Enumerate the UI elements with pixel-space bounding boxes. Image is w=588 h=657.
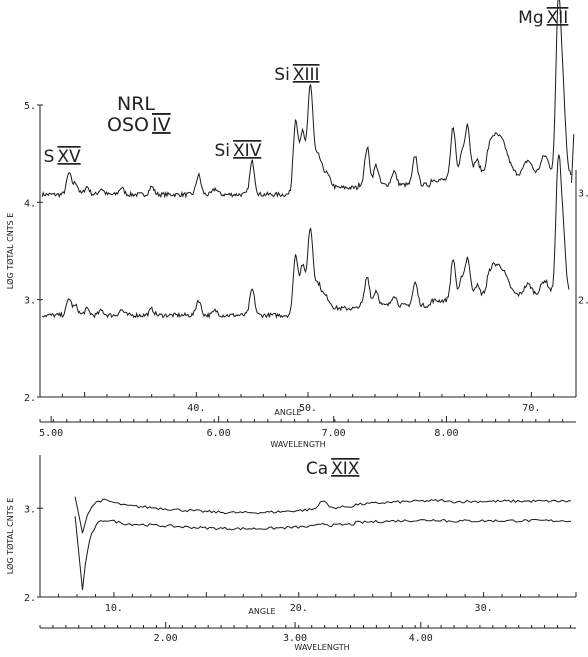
y-tick-label: 5. <box>24 101 36 112</box>
spectrum-line-lower <box>41 154 570 320</box>
right-tick-label: 3. <box>578 189 588 200</box>
y-tick-label: 2. <box>24 393 36 404</box>
x-tick-label: 10. <box>105 603 123 614</box>
y-tick-label: 3. <box>24 504 36 515</box>
ion-stage: XII <box>547 8 569 28</box>
ion-stage: XIII <box>293 65 320 85</box>
ion-element: Si <box>274 65 290 85</box>
spectrum-tail <box>571 134 575 183</box>
observatory-label-2: OSO <box>107 114 149 136</box>
x2-tick-label: 7.00 <box>322 428 346 439</box>
x-tick-label: 20. <box>290 603 308 614</box>
top-panel: 2. 3. 4. 5. 3. 2. 40. 50. 70. ANGLE 5.00 6.00 7.00 8.… <box>5 0 588 449</box>
ion-element: S <box>44 147 55 167</box>
ion-stage: XIV <box>233 141 262 161</box>
ion-label: Si XIII <box>274 65 319 85</box>
x2-axis-title: WAVELENGTH <box>270 440 325 449</box>
observatory-numeral: IV <box>152 114 171 136</box>
x2-axis-title: WAVELENGTH <box>294 643 349 652</box>
observatory-label-1: NRL <box>117 93 155 115</box>
x-tick-label: 70. <box>522 403 540 414</box>
y-axis-title: LØG TØTAL CNTS E <box>5 213 15 290</box>
x2-tick-label: 3.00 <box>283 633 307 644</box>
ion-label: Mg XII <box>518 8 568 28</box>
x2-tick-label: 8.00 <box>434 428 458 439</box>
x2-tick-label: 5.00 <box>39 428 63 439</box>
ion-label: S XV <box>44 147 81 167</box>
ion-stage: XIX <box>331 459 360 479</box>
spectrum-line-lower <box>74 516 572 590</box>
y-tick-label: 2. <box>24 593 36 604</box>
x-tick-label: 40. <box>187 403 205 414</box>
right-tick-label: 2. <box>578 296 588 307</box>
ion-element: Si <box>215 141 231 161</box>
x2-tick-label: 2.00 <box>154 633 178 644</box>
x2-tick-label: 6.00 <box>207 428 231 439</box>
ion-element: Ca <box>306 459 328 479</box>
spectrum-line-upper <box>41 0 572 199</box>
y-tick-label: 3. <box>24 296 36 307</box>
spectrum-line-upper <box>74 496 571 534</box>
y-axis-title: LØG TØTAL CNTS E <box>5 498 15 575</box>
x-axis-title: ANGLE <box>248 607 275 616</box>
ion-label: Si XIV <box>215 141 262 161</box>
x-tick-label: 30. <box>475 603 493 614</box>
y-tick-label: 4. <box>24 198 36 209</box>
x-axis-title: ANGLE <box>274 408 301 417</box>
x2-tick-label: 4.00 <box>409 633 433 644</box>
ion-element: Mg <box>518 8 543 28</box>
ion-label: Ca XIX <box>306 459 360 479</box>
ion-stage: XV <box>57 147 81 167</box>
x-tick-label: 50. <box>299 403 317 414</box>
bottom-panel: 2. 3. 10. 20. 30. ANGLE 2.00 3.00 4.00 WAVELENGTH… <box>5 455 577 652</box>
